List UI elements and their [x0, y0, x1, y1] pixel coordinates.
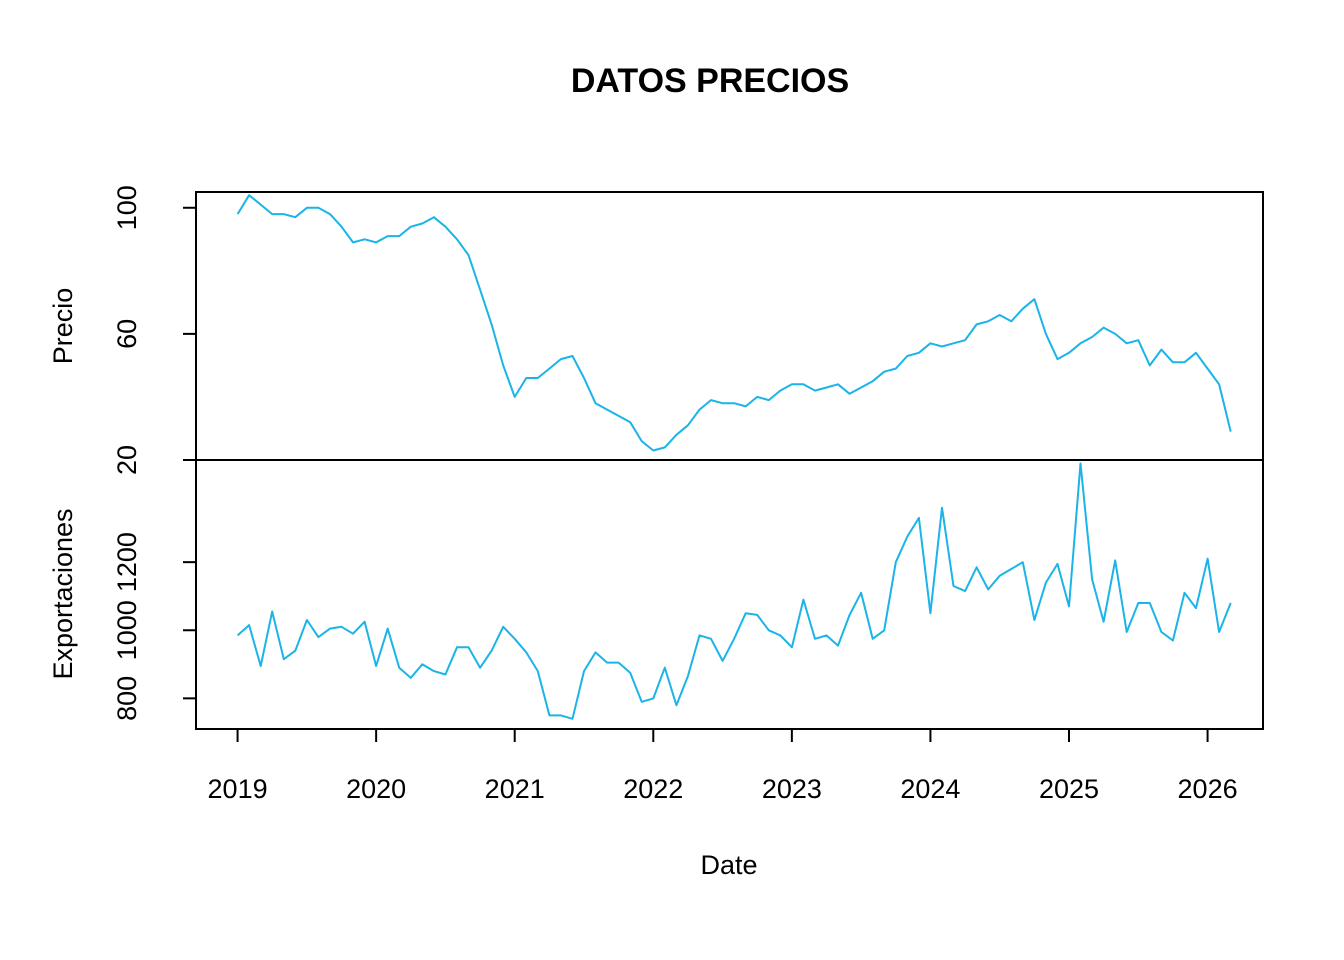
- x-tick-label: 2025: [1039, 774, 1099, 804]
- x-tick-label: 2022: [623, 774, 683, 804]
- y-tick-label: 100: [112, 185, 142, 230]
- y-tick-label: 800: [112, 676, 142, 721]
- exports-axis-label: Exportaciones: [48, 508, 78, 679]
- x-tick-label: 2020: [346, 774, 406, 804]
- y-tick-label: 20: [112, 445, 142, 475]
- x-tick-label: 2026: [1178, 774, 1238, 804]
- chart-title: DATOS PRECIOS: [571, 62, 849, 100]
- y-tick-label: 1000: [112, 600, 142, 660]
- price-axis-label: Precio: [48, 288, 78, 365]
- series-lines: [236, 194, 1232, 720]
- x-tick-label: 2019: [208, 774, 268, 804]
- exportaciones-series-line: [236, 462, 1232, 720]
- price-panel-frame: [195, 191, 1264, 461]
- y-tick-label: 1200: [112, 532, 142, 592]
- x-axis-label: Date: [700, 850, 757, 880]
- x-tick-label: 2023: [762, 774, 822, 804]
- y-tick-label: 60: [112, 319, 142, 349]
- x-tick-label: 2024: [900, 774, 960, 804]
- precio-series-line: [236, 194, 1232, 452]
- exports-panel-frame: [195, 459, 1264, 730]
- x-tick-label: 2021: [485, 774, 545, 804]
- axis-ticks: 2019 2020 2021 2022 2023 2024 2025 2026 20 60 100 8…: [112, 185, 1238, 804]
